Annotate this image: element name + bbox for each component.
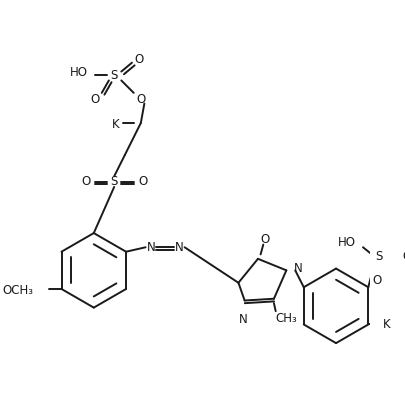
Text: O: O: [136, 94, 145, 106]
Text: N: N: [175, 241, 183, 254]
Text: O: O: [90, 94, 99, 106]
Text: S: S: [110, 175, 117, 188]
Text: N: N: [293, 262, 301, 275]
Text: O: O: [138, 175, 147, 188]
Text: K: K: [112, 118, 119, 131]
Text: OCH₃: OCH₃: [2, 284, 33, 297]
Text: O: O: [402, 249, 405, 262]
Text: N: N: [146, 241, 155, 254]
Text: N: N: [238, 313, 247, 326]
Text: S: S: [374, 249, 382, 262]
Text: K: K: [382, 318, 389, 331]
Text: HO: HO: [337, 236, 355, 249]
Text: O: O: [372, 275, 381, 288]
Text: O: O: [81, 175, 90, 188]
Text: CH₃: CH₃: [275, 312, 297, 325]
Text: O: O: [260, 233, 269, 246]
Text: S: S: [110, 68, 117, 81]
Text: HO: HO: [69, 66, 87, 79]
Text: O: O: [134, 52, 143, 66]
